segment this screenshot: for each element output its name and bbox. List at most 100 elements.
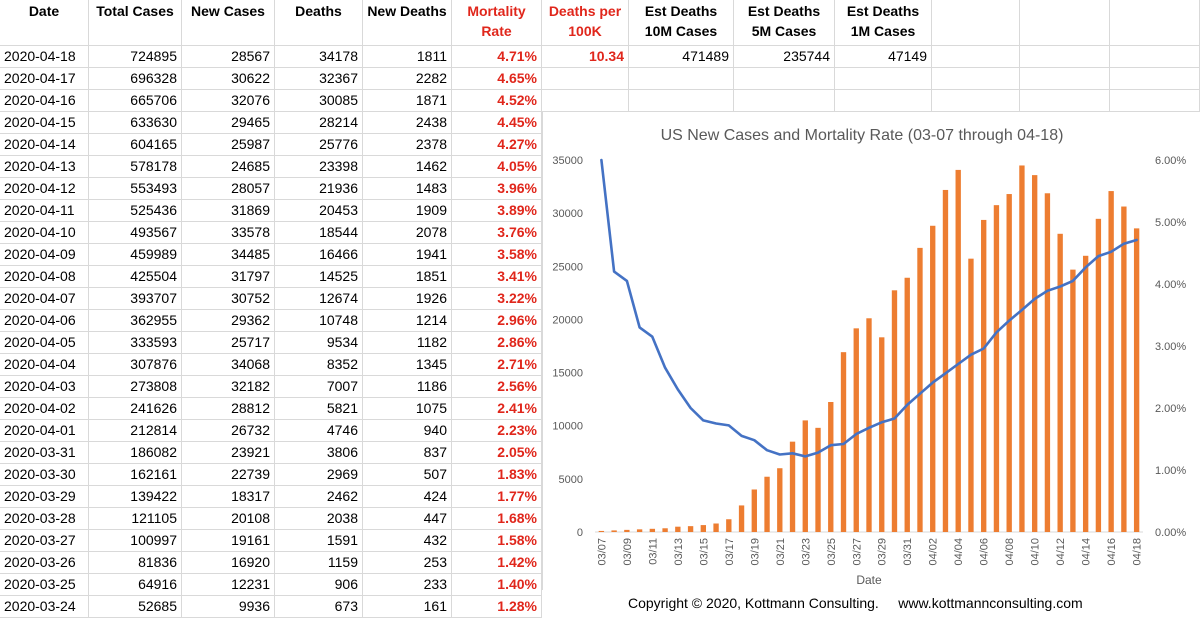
date-cell[interactable]: 2020-04-13 bbox=[0, 156, 89, 178]
header-est-1m[interactable]: Est Deaths 1M Cases bbox=[835, 0, 932, 46]
table-cell[interactable]: 1182 bbox=[363, 332, 452, 354]
table-cell[interactable]: 16920 bbox=[182, 552, 275, 574]
table-cell[interactable]: 121105 bbox=[89, 508, 182, 530]
table-cell[interactable]: 1.77% bbox=[452, 486, 542, 508]
table-cell[interactable]: 28812 bbox=[182, 398, 275, 420]
table-cell[interactable]: 553493 bbox=[89, 178, 182, 200]
table-cell[interactable]: 64916 bbox=[89, 574, 182, 596]
table-cell[interactable]: 22739 bbox=[182, 464, 275, 486]
table-cell[interactable]: 1.68% bbox=[452, 508, 542, 530]
table-cell[interactable]: 1.40% bbox=[452, 574, 542, 596]
table-cell[interactable]: 1909 bbox=[363, 200, 452, 222]
table-cell[interactable]: 1941 bbox=[363, 244, 452, 266]
date-cell[interactable]: 2020-04-06 bbox=[0, 310, 89, 332]
table-cell[interactable]: 30622 bbox=[182, 68, 275, 90]
table-cell[interactable]: 4.05% bbox=[452, 156, 542, 178]
table-cell[interactable]: 1591 bbox=[275, 530, 363, 552]
header-date[interactable]: Date bbox=[0, 0, 89, 46]
grid-cell[interactable] bbox=[1110, 68, 1200, 90]
table-cell[interactable]: 25717 bbox=[182, 332, 275, 354]
table-cell[interactable]: 26732 bbox=[182, 420, 275, 442]
table-cell[interactable]: 32076 bbox=[182, 90, 275, 112]
table-cell[interactable]: 12231 bbox=[182, 574, 275, 596]
table-cell[interactable]: 18544 bbox=[275, 222, 363, 244]
date-cell[interactable]: 2020-04-16 bbox=[0, 90, 89, 112]
table-cell[interactable]: 4.71% bbox=[452, 46, 542, 68]
date-cell[interactable]: 2020-04-10 bbox=[0, 222, 89, 244]
website-text[interactable]: www.kottmannconsulting.com bbox=[898, 595, 1083, 611]
date-cell[interactable]: 2020-04-02 bbox=[0, 398, 89, 420]
date-cell[interactable]: 2020-04-18 bbox=[0, 46, 89, 68]
table-cell[interactable]: 393707 bbox=[89, 288, 182, 310]
table-cell[interactable]: 186082 bbox=[89, 442, 182, 464]
table-cell[interactable]: 724895 bbox=[89, 46, 182, 68]
table-cell[interactable]: 906 bbox=[275, 574, 363, 596]
grid-cell[interactable] bbox=[932, 90, 1020, 112]
table-cell[interactable]: 1926 bbox=[363, 288, 452, 310]
empty-header-cell[interactable] bbox=[1020, 0, 1110, 46]
grid-cell[interactable] bbox=[1020, 90, 1110, 112]
table-cell[interactable]: 29465 bbox=[182, 112, 275, 134]
grid-cell[interactable] bbox=[932, 68, 1020, 90]
table-cell[interactable]: 1.83% bbox=[452, 464, 542, 486]
grid-cell[interactable] bbox=[1020, 68, 1110, 90]
header-deaths[interactable]: Deaths bbox=[275, 0, 363, 46]
table-cell[interactable]: 4.65% bbox=[452, 68, 542, 90]
table-cell[interactable]: 307876 bbox=[89, 354, 182, 376]
grid-cell[interactable] bbox=[542, 68, 629, 90]
table-cell[interactable]: 665706 bbox=[89, 90, 182, 112]
table-cell[interactable]: 3.89% bbox=[452, 200, 542, 222]
grid-cell[interactable]: 471489 bbox=[629, 46, 734, 68]
grid-cell[interactable] bbox=[1110, 90, 1200, 112]
table-cell[interactable]: 459989 bbox=[89, 244, 182, 266]
table-cell[interactable]: 81836 bbox=[89, 552, 182, 574]
table-cell[interactable]: 12674 bbox=[275, 288, 363, 310]
grid-cell[interactable] bbox=[835, 90, 932, 112]
table-cell[interactable]: 425504 bbox=[89, 266, 182, 288]
table-cell[interactable]: 2.05% bbox=[452, 442, 542, 464]
table-cell[interactable]: 525436 bbox=[89, 200, 182, 222]
table-cell[interactable]: 9534 bbox=[275, 332, 363, 354]
table-cell[interactable]: 273808 bbox=[89, 376, 182, 398]
table-cell[interactable]: 20108 bbox=[182, 508, 275, 530]
table-cell[interactable]: 19161 bbox=[182, 530, 275, 552]
table-cell[interactable]: 604165 bbox=[89, 134, 182, 156]
table-cell[interactable]: 3.22% bbox=[452, 288, 542, 310]
table-cell[interactable]: 3806 bbox=[275, 442, 363, 464]
table-cell[interactable]: 4.27% bbox=[452, 134, 542, 156]
table-cell[interactable]: 233 bbox=[363, 574, 452, 596]
table-cell[interactable]: 1871 bbox=[363, 90, 452, 112]
table-cell[interactable]: 212814 bbox=[89, 420, 182, 442]
table-cell[interactable]: 28214 bbox=[275, 112, 363, 134]
date-cell[interactable]: 2020-04-08 bbox=[0, 266, 89, 288]
table-cell[interactable]: 1462 bbox=[363, 156, 452, 178]
table-cell[interactable]: 253 bbox=[363, 552, 452, 574]
grid-cell[interactable] bbox=[1020, 46, 1110, 68]
table-cell[interactable]: 1075 bbox=[363, 398, 452, 420]
table-cell[interactable]: 1159 bbox=[275, 552, 363, 574]
date-cell[interactable]: 2020-04-09 bbox=[0, 244, 89, 266]
table-cell[interactable]: 14525 bbox=[275, 266, 363, 288]
table-cell[interactable]: 30085 bbox=[275, 90, 363, 112]
table-cell[interactable]: 424 bbox=[363, 486, 452, 508]
table-cell[interactable]: 3.58% bbox=[452, 244, 542, 266]
table-cell[interactable]: 139422 bbox=[89, 486, 182, 508]
table-cell[interactable]: 1.58% bbox=[452, 530, 542, 552]
date-cell[interactable]: 2020-04-04 bbox=[0, 354, 89, 376]
table-cell[interactable]: 2.96% bbox=[452, 310, 542, 332]
table-cell[interactable]: 32182 bbox=[182, 376, 275, 398]
table-cell[interactable]: 633630 bbox=[89, 112, 182, 134]
grid-cell[interactable] bbox=[835, 68, 932, 90]
table-cell[interactable]: 29362 bbox=[182, 310, 275, 332]
date-cell[interactable]: 2020-04-17 bbox=[0, 68, 89, 90]
date-cell[interactable]: 2020-03-28 bbox=[0, 508, 89, 530]
grid-cell[interactable] bbox=[542, 90, 629, 112]
table-cell[interactable]: 2038 bbox=[275, 508, 363, 530]
grid-cell[interactable]: 47149 bbox=[835, 46, 932, 68]
table-cell[interactable]: 2282 bbox=[363, 68, 452, 90]
table-cell[interactable]: 493567 bbox=[89, 222, 182, 244]
date-cell[interactable]: 2020-04-12 bbox=[0, 178, 89, 200]
table-cell[interactable]: 2.86% bbox=[452, 332, 542, 354]
grid-cell[interactable]: 10.34 bbox=[542, 46, 629, 68]
header-mortality-rate[interactable]: Mortality Rate bbox=[452, 0, 542, 46]
